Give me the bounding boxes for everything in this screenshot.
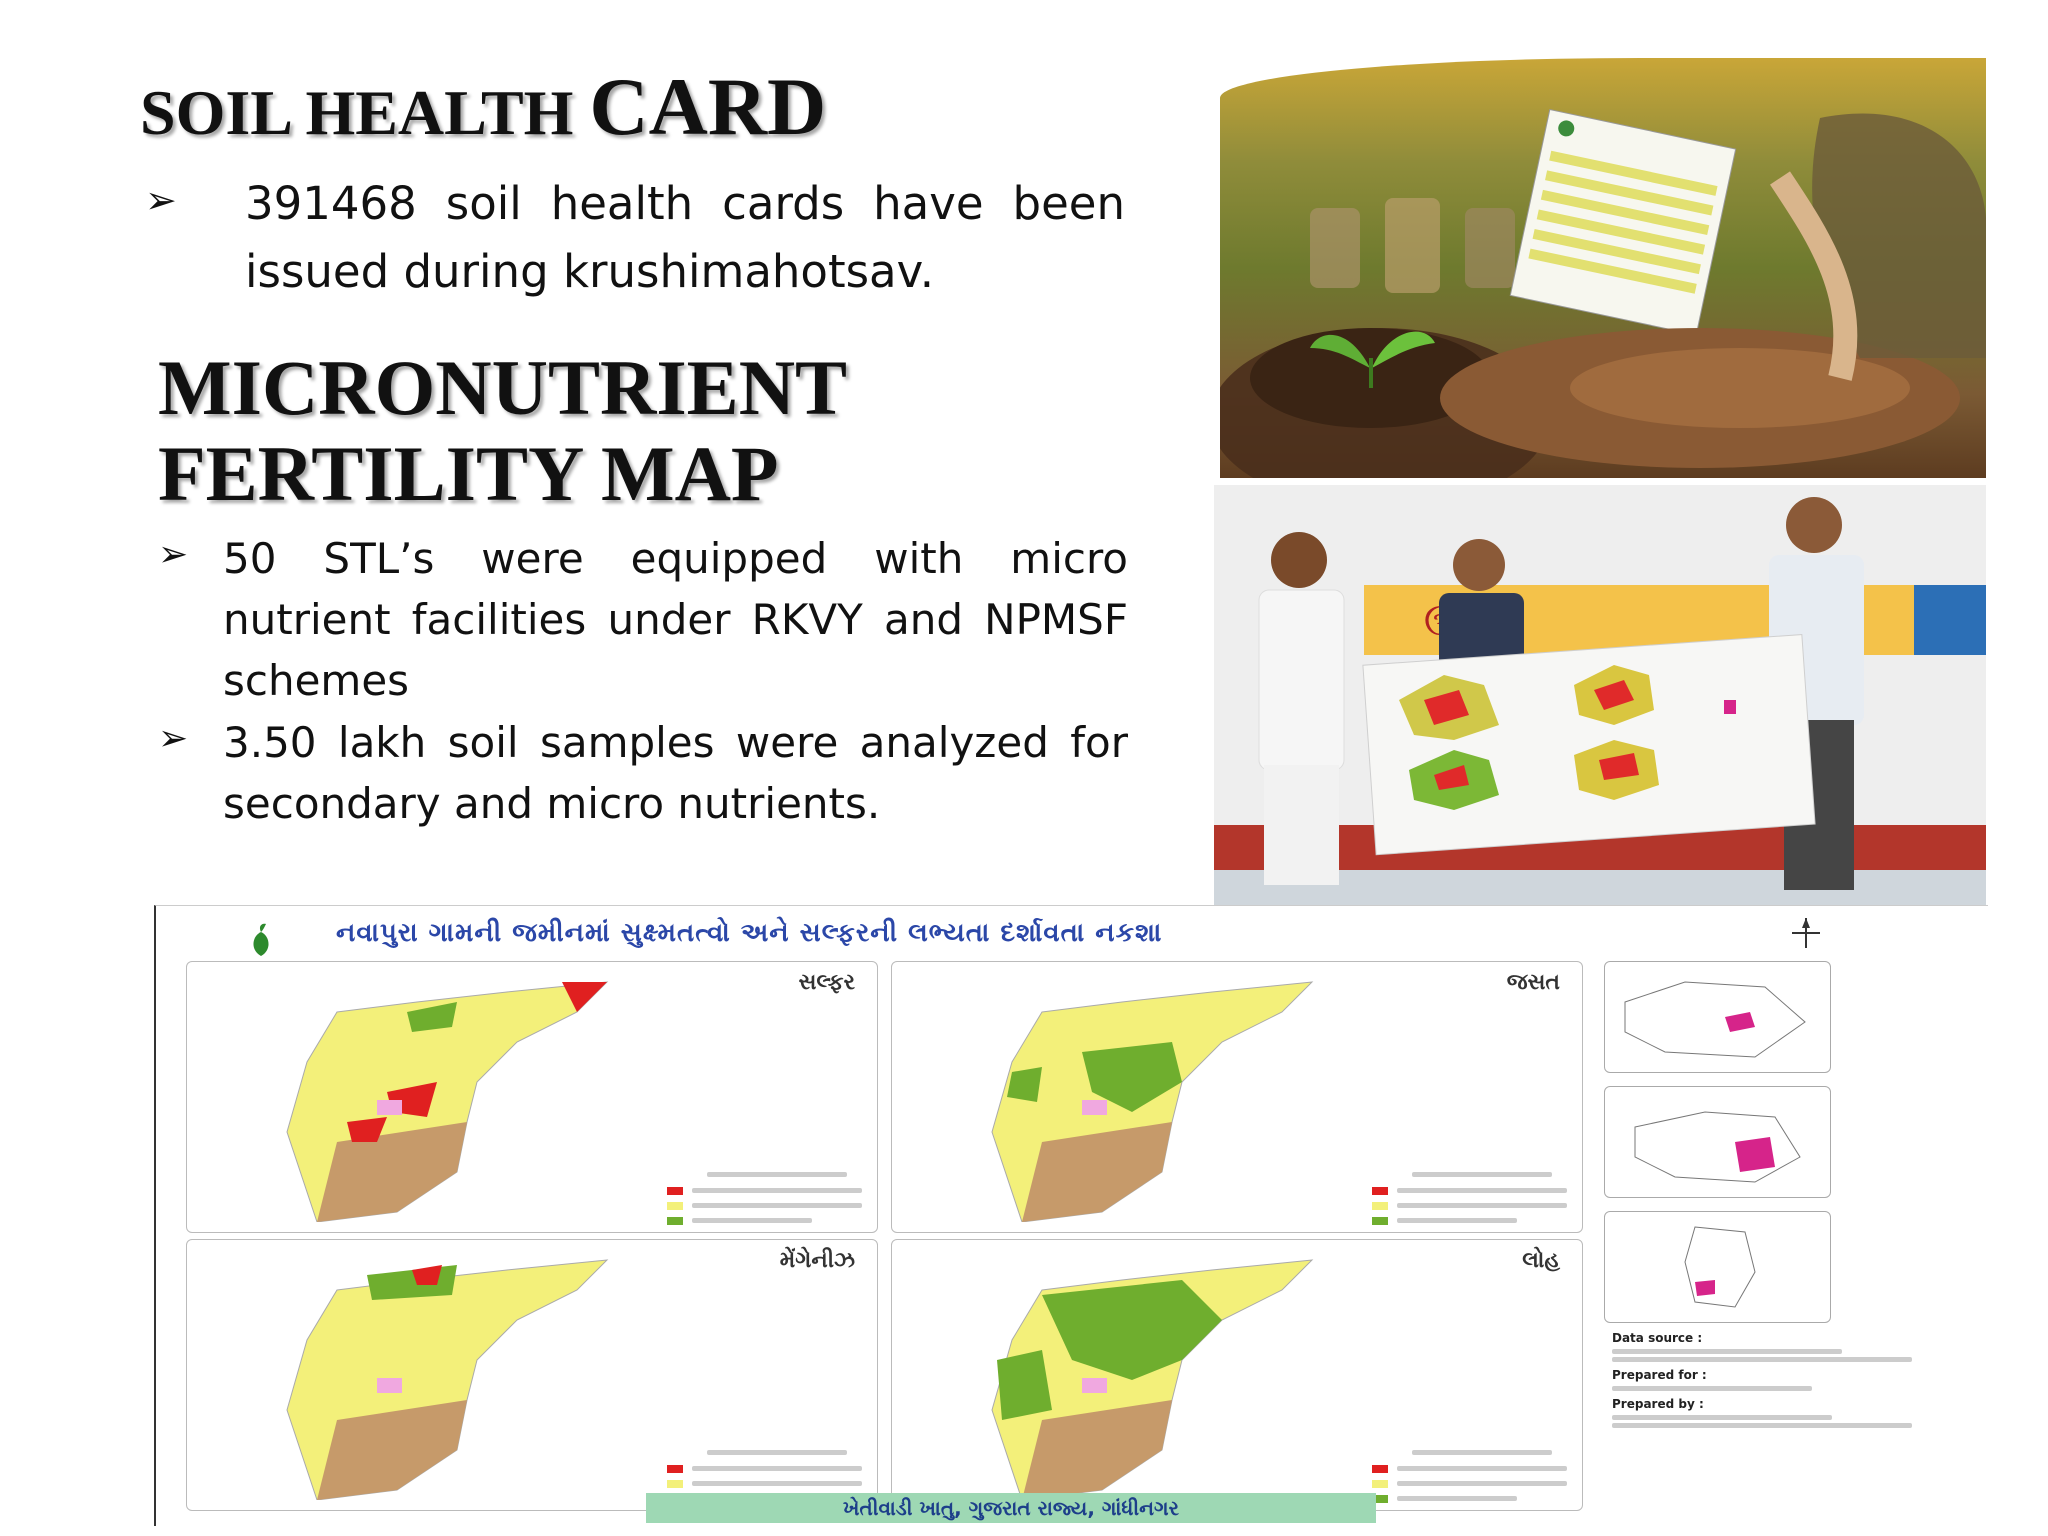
soil-testing-collage-photo: [1220, 58, 1986, 478]
legend-swatch-medium: [667, 1480, 683, 1488]
heading-card: CARD: [589, 61, 827, 152]
bullet-text-cards-issued: 391468 soil health cards have been issue…: [245, 177, 1125, 298]
inset-map-taluka: [1604, 1211, 1831, 1323]
data-source-label: Data source :: [1612, 1331, 1703, 1345]
legend-text-line: [692, 1466, 862, 1471]
arrowhead-bullet-icon: ➢: [145, 178, 177, 222]
map-panel-title: સલ્ફર: [798, 970, 855, 995]
leaf-logo-icon: [253, 923, 269, 956]
district-inset-map: [1634, 1111, 1801, 1183]
map-panel-title: જસત: [1506, 970, 1560, 995]
sulphur-village-map: [286, 981, 609, 1222]
source-text-line: [1612, 1415, 1832, 1420]
source-text-line: [1612, 1423, 1912, 1428]
arrowhead-bullet-icon: ➢: [158, 534, 189, 575]
map-panel-zinc: જસત: [891, 961, 1583, 1233]
legend-swatch-medium: [667, 1202, 683, 1210]
zinc-village-map: [991, 981, 1314, 1222]
source-block: Data source : Prepared for : Prepared by…: [1612, 1331, 1972, 1431]
legend-title-line: [1412, 1450, 1552, 1455]
bullet-item: ➢ 3.50 lakh soil samples were analyzed f…: [158, 712, 1128, 834]
map-panel-title: લોહ: [1522, 1248, 1560, 1273]
map-panel-sulphur: સલ્ફર: [186, 961, 878, 1233]
soil-health-bullets: ➢ 391468 soil health cards have been iss…: [145, 170, 1125, 306]
source-text-line: [1612, 1349, 1842, 1354]
heading-line-fertility-map: FERTILITY MAP: [158, 429, 779, 517]
inset-map-district: [1604, 1086, 1831, 1198]
legend-swatch-deficient: [1372, 1465, 1388, 1473]
map-panel-manganese: મેંગેનીઝ: [186, 1239, 878, 1511]
soil-health-card-heading: SOIL HEALTH CARD: [140, 61, 827, 152]
bullet-item: ➢ 391468 soil health cards have been iss…: [145, 170, 1125, 306]
micronutrient-map-poster: નવાપુરા ગામની જમીનમાં સુક્ષ્મતત્વો અને સ…: [154, 905, 1988, 1526]
legend-swatch-medium: [1372, 1202, 1388, 1210]
legend-text-line: [1397, 1466, 1567, 1471]
prepared-for-label: Prepared for :: [1612, 1368, 1707, 1382]
legend-text-line: [692, 1481, 862, 1486]
heading-soil-health: SOIL HEALTH: [140, 77, 590, 148]
legend-text-line: [1397, 1188, 1567, 1193]
legend-swatch-deficient: [667, 1465, 683, 1473]
manganese-village-map: [286, 1259, 609, 1500]
legend-swatch-sufficient: [667, 1217, 683, 1225]
legend-text-line: [1397, 1496, 1517, 1501]
soil-testing-illustration: [1220, 108, 1986, 478]
bullet-text-stl-equipped: 50 STL’s were equipped with micro nutrie…: [223, 534, 1128, 705]
legend-swatch-sufficient: [1372, 1495, 1388, 1503]
legend-title-line: [707, 1450, 847, 1455]
poster-title: નવાપુરા ગામની જમીનમાં સુક્ષ્મતત્વો અને સ…: [336, 918, 1163, 948]
inset-map-state: [1604, 961, 1831, 1073]
state-inset-map: [1624, 981, 1806, 1058]
bullet-item: ➢ 50 STL’s were equipped with micro nutr…: [158, 528, 1128, 711]
event-illustration: ઉમહો: [1214, 485, 1986, 905]
legend-text-line: [1397, 1203, 1567, 1208]
map-panel-iron: લોહ: [891, 1239, 1583, 1511]
prepared-by-label: Prepared by :: [1612, 1397, 1704, 1411]
legend-swatch-medium: [1372, 1480, 1388, 1488]
map-panel-title: મેંગેનીઝ: [779, 1248, 855, 1273]
poster-footer: ખેતીવાડી ખાતુ, ગુજરાત રાજ્ય, ગાંધીનગર: [646, 1493, 1376, 1523]
map-presentation-event-photo: ઉમહો: [1214, 485, 1986, 905]
north-arrow-icon: [1792, 918, 1820, 948]
legend-swatch-sufficient: [1372, 1217, 1388, 1225]
legend-title-line: [1412, 1172, 1552, 1177]
bullet-text-samples-analyzed: 3.50 lakh soil samples were analyzed for…: [223, 718, 1128, 828]
iron-village-map: [991, 1259, 1314, 1500]
legend-text-line: [1397, 1481, 1567, 1486]
heading-line-micronutrient: MICRONUTRIENT: [158, 344, 848, 431]
taluka-inset-map: [1684, 1226, 1756, 1308]
legend-text-line: [692, 1218, 812, 1223]
legend-swatch-deficient: [667, 1187, 683, 1195]
legend-text-line: [692, 1203, 862, 1208]
legend-text-line: [1397, 1218, 1517, 1223]
micronutrient-bullets: ➢ 50 STL’s were equipped with micro nutr…: [158, 528, 1128, 834]
micronutrient-map-heading: MICRONUTRIENT FERTILITY MAP: [158, 345, 847, 517]
arrowhead-bullet-icon: ➢: [158, 718, 189, 759]
legend-title-line: [707, 1172, 847, 1177]
source-text-line: [1612, 1386, 1812, 1391]
source-text-line: [1612, 1357, 1912, 1362]
legend-swatch-deficient: [1372, 1187, 1388, 1195]
legend-text-line: [692, 1188, 862, 1193]
